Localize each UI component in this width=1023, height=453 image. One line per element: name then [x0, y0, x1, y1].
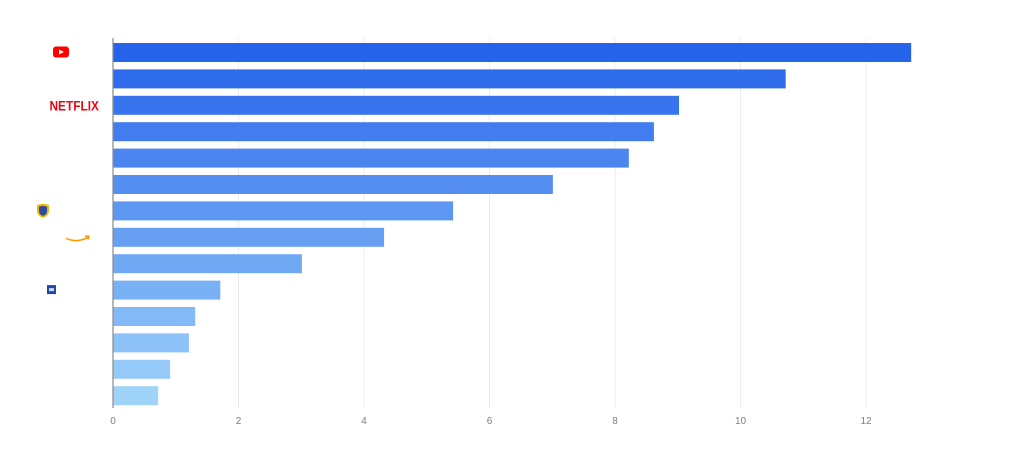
x-tick-label: 6	[487, 416, 493, 427]
youtube-play-icon	[59, 49, 64, 55]
bar	[113, 227, 385, 247]
x-tick-label: 2	[236, 416, 242, 427]
bar	[113, 175, 553, 194]
bar	[113, 359, 171, 379]
bar	[113, 95, 680, 115]
blue-square-logo-icon	[47, 285, 56, 295]
bar	[113, 148, 629, 168]
blue-square-mark	[49, 288, 54, 292]
x-tick-label: 0	[110, 416, 116, 427]
amazon-smile-icon	[65, 235, 91, 242]
wb-shield-inner	[39, 205, 47, 216]
bar	[113, 307, 196, 326]
x-tick-label: 10	[735, 416, 747, 427]
x-tick-label: 12	[860, 416, 872, 427]
x-tick-label: 4	[361, 416, 367, 427]
warner-bros-logo-icon	[37, 203, 49, 218]
bar	[113, 254, 302, 274]
bar	[113, 43, 912, 62]
bar	[113, 280, 221, 300]
bar	[113, 386, 159, 406]
x-tick-label: 8	[612, 416, 618, 427]
bar	[113, 333, 189, 353]
bar	[113, 122, 654, 142]
youtube-logo-icon	[53, 46, 69, 58]
bar	[113, 201, 454, 221]
bar	[113, 69, 786, 89]
netflix-logo-icon: NETFLIX	[49, 97, 99, 113]
